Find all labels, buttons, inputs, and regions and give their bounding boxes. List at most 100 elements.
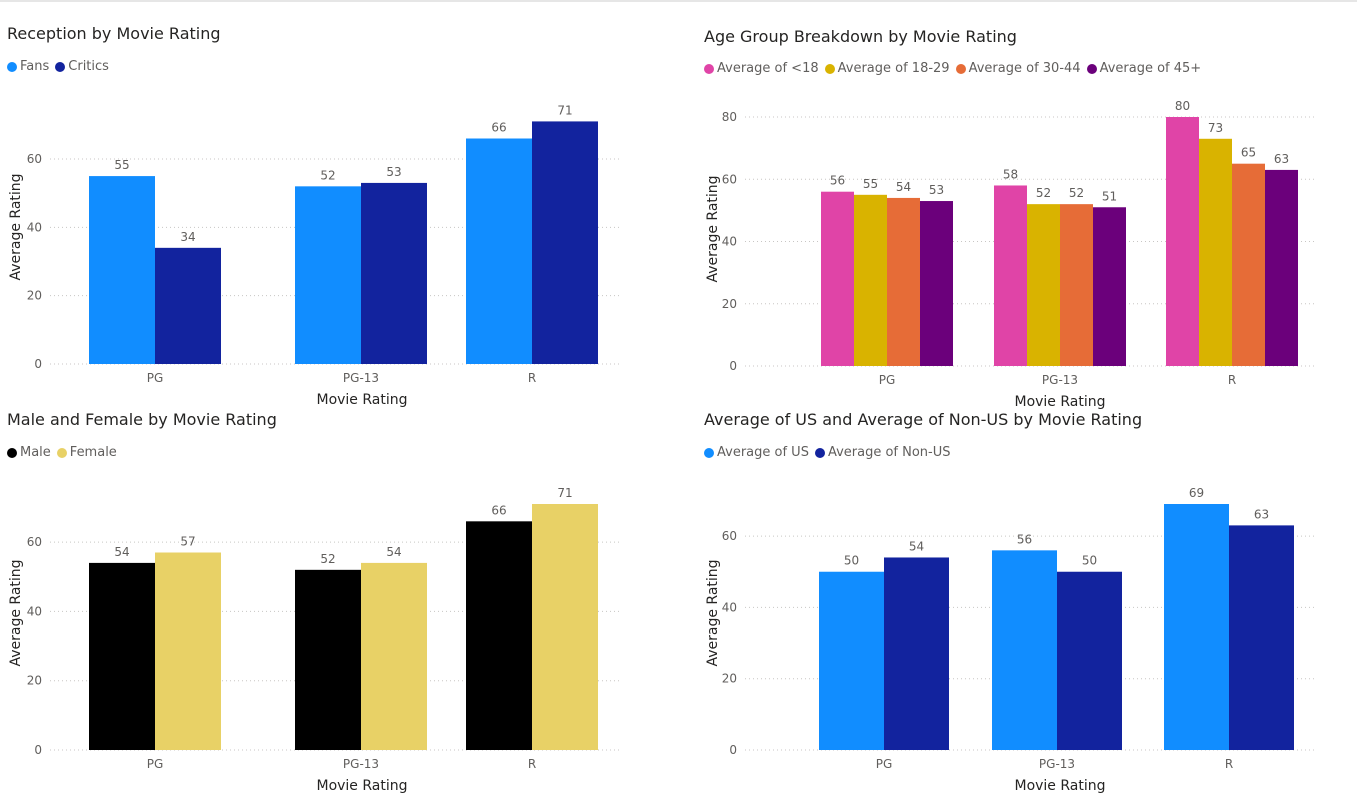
bar[interactable] [994, 185, 1027, 366]
bar[interactable] [89, 562, 155, 750]
bar[interactable] [920, 201, 953, 366]
bar[interactable] [361, 562, 427, 750]
legend-label: Fans [20, 59, 50, 74]
bar[interactable] [1199, 138, 1232, 366]
data-label: 50 [844, 554, 859, 568]
bar[interactable] [1232, 163, 1265, 366]
y-tick-label: 20 [27, 674, 42, 688]
bar[interactable] [992, 550, 1057, 750]
y-axis-title: Average Rating [705, 559, 721, 666]
x-tick-label: PG-13 [343, 371, 379, 385]
legend-item[interactable]: Fans [7, 59, 49, 74]
legend-label: Average of 45+ [1099, 61, 1202, 76]
legend-item[interactable]: Average of 30-44 [955, 61, 1081, 76]
data-label: 51 [1102, 189, 1117, 203]
bar[interactable] [295, 186, 361, 364]
bar[interactable] [295, 569, 361, 750]
data-label: 66 [491, 503, 506, 517]
bar[interactable] [532, 121, 598, 365]
legend-swatch [7, 447, 17, 458]
chart-legend: Male Female [7, 445, 123, 460]
bar[interactable] [1060, 204, 1093, 366]
bar[interactable] [155, 247, 221, 364]
chart-legend: Average of US Average of Non-US [704, 445, 957, 460]
bar[interactable] [1164, 504, 1229, 750]
y-axis-title: Average Rating [705, 175, 721, 282]
data-label: 56 [830, 174, 845, 188]
y-tick-label: 20 [722, 297, 737, 311]
data-label: 73 [1208, 121, 1223, 135]
bar[interactable] [155, 552, 221, 750]
data-label: 53 [386, 165, 401, 179]
data-label: 52 [1069, 186, 1084, 200]
bar[interactable] [884, 557, 949, 750]
legend-item[interactable]: Average of Non-US [814, 445, 951, 460]
x-tick-label: PG-13 [1042, 373, 1078, 387]
legend-item[interactable]: Critics [55, 59, 109, 74]
legend-item[interactable]: Average of 18-29 [824, 61, 950, 76]
legend-item[interactable]: Male [7, 445, 51, 460]
data-label: 54 [386, 545, 401, 559]
x-tick-label: PG [876, 757, 893, 771]
y-tick-label: 0 [729, 743, 737, 757]
bar[interactable] [1093, 207, 1126, 366]
x-tick-label: PG [147, 371, 164, 385]
y-tick-label: 0 [34, 743, 42, 757]
x-tick-label: R [1225, 757, 1233, 771]
bar[interactable] [532, 504, 598, 750]
legend-item[interactable]: Average of US [704, 445, 809, 460]
bar[interactable] [1265, 169, 1298, 366]
top-border [0, 0, 1357, 2]
legend-item[interactable]: Average of 45+ [1086, 61, 1202, 76]
y-tick-label: 40 [27, 604, 42, 618]
bar[interactable] [1027, 204, 1060, 366]
data-label: 58 [1003, 167, 1018, 181]
bar[interactable] [887, 197, 920, 366]
data-label: 56 [1017, 532, 1032, 546]
y-tick-label: 60 [722, 529, 737, 543]
bar[interactable] [361, 182, 427, 364]
bar[interactable] [821, 191, 854, 366]
bar[interactable] [819, 571, 884, 750]
bar[interactable] [466, 521, 532, 750]
bar-chart-gender[interactable]: 0 20 40 60 54 57 PG 52 54 PG-13 66 71 R Movie Rating A… [0, 405, 660, 799]
data-label: 52 [320, 168, 335, 182]
legend-label: Critics [68, 59, 109, 74]
y-tick-label: 60 [27, 152, 42, 166]
bar[interactable] [89, 176, 155, 364]
data-label: 69 [1189, 486, 1204, 500]
y-axis-title: Average Rating [8, 559, 24, 666]
bar[interactable] [1229, 525, 1294, 750]
y-tick-label: 20 [27, 289, 42, 303]
bar-chart-reception[interactable]: 0 20 40 60 55 34 PG 52 53 PG-13 66 71 R Movie Rating A… [0, 0, 660, 410]
chart-legend: Fans Critics [7, 59, 115, 74]
data-label: 80 [1175, 99, 1190, 113]
legend-swatch [704, 63, 714, 74]
legend-item[interactable]: Female [56, 445, 117, 460]
y-tick-label: 40 [722, 235, 737, 249]
x-tick-label: PG-13 [1039, 757, 1075, 771]
legend-label: Average of Non-US [827, 445, 951, 460]
y-tick-label: 0 [34, 357, 42, 371]
chart-panel-age: Age Group Breakdown by Movie Rating Aver… [697, 0, 1357, 410]
chart-title: Male and Female by Movie Rating [7, 410, 277, 429]
bar[interactable] [1166, 117, 1199, 366]
bar[interactable] [1057, 571, 1122, 750]
legend-label: Average of 18-29 [837, 61, 950, 76]
data-label: 66 [491, 121, 506, 135]
bar-chart-region[interactable]: 0 20 40 60 50 54 PG 56 50 PG-13 69 63 R Movie Rating A… [697, 405, 1357, 799]
bar-chart-age[interactable]: 0 20 40 60 80 56 55 54 53 PG 58 52 52 51 PG-13 80 73 65 63… [697, 0, 1357, 410]
bar[interactable] [466, 138, 532, 365]
legend-label: Female [69, 445, 117, 460]
data-label: 54 [909, 539, 924, 553]
legend-swatch [55, 61, 66, 72]
data-label: 54 [114, 545, 129, 559]
y-tick-label: 80 [722, 110, 737, 124]
legend-swatch [7, 61, 17, 72]
legend-swatch [1086, 63, 1097, 74]
chart-title: Reception by Movie Rating [7, 24, 221, 43]
legend-label: Average of 30-44 [968, 61, 1081, 76]
y-tick-label: 20 [722, 672, 737, 686]
legend-item[interactable]: Average of <18 [704, 61, 819, 76]
bar[interactable] [854, 194, 887, 366]
